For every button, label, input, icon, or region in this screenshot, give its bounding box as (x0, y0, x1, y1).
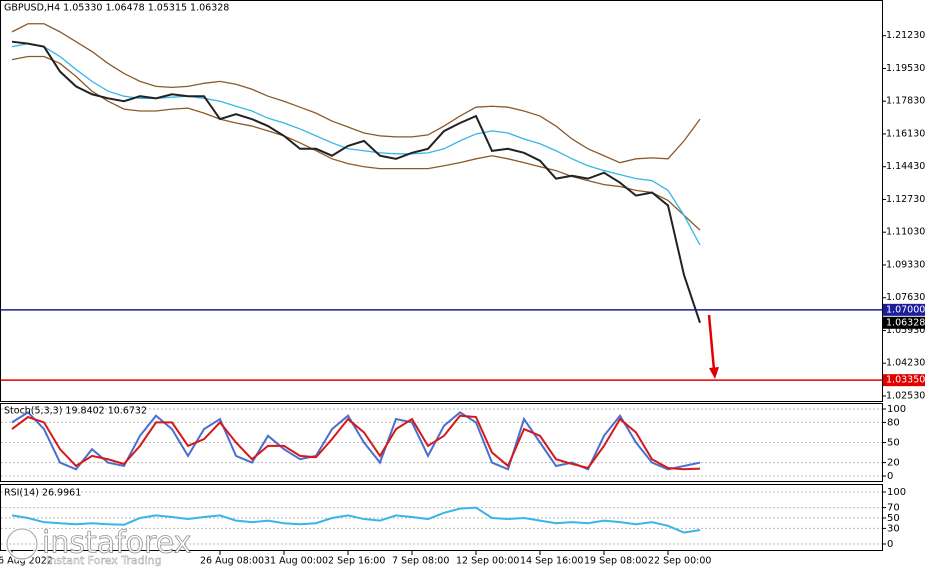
y-tick-label: 1.09330 (886, 259, 925, 270)
y-tick-label: 1.02530 (886, 390, 925, 401)
y-tick-label: 1.14430 (886, 161, 925, 172)
watermark-logo-outline (6, 528, 38, 560)
arrow-head (709, 367, 719, 379)
x-tick-label: 16 Aug 2022 (0, 556, 53, 567)
y-tick-label: 20 (887, 458, 900, 469)
watermark: instaforex Instant Forex Trading (5, 525, 192, 567)
y-tick-label: 0 (887, 471, 893, 482)
y-tick-label: 1.19530 (886, 63, 925, 74)
y-tick-label: 50 (887, 513, 900, 524)
arrow-shaft (707, 314, 716, 371)
y-tick-label: 80 (887, 417, 900, 428)
last-price-box (883, 316, 925, 329)
watermark-tagline: Instant Forex Trading (46, 554, 162, 567)
panel-title: GBPUSD,H4 1.05330 1.06478 1.05315 1.0632… (4, 3, 229, 14)
y-tick-label: 1.16130 (886, 128, 925, 139)
last-price-label: 1.06328 (886, 317, 925, 328)
level-label-box (883, 303, 925, 316)
plot-layer: 1.21230 1.19530 1.17830 1.16130 1.14430 1.127… (0, 3, 925, 567)
y-tick-label: 70 (887, 503, 900, 514)
series-line (11, 40, 701, 324)
y-tick-label: 1.17830 (886, 96, 925, 107)
y-tick-label: 0 (887, 539, 893, 550)
x-tick-label: 26 Aug 08:00 (200, 556, 264, 567)
y-tick-label: 100 (887, 487, 906, 498)
y-tick-label: 30 (887, 523, 900, 534)
x-tick-label: 7 Sep 08:00 (392, 556, 449, 567)
series-line (11, 23, 701, 164)
y-tick-label: 1.11030 (886, 227, 925, 238)
series-line (11, 506, 701, 534)
y-tick-label: 100 (887, 404, 906, 415)
y-tick-label: 1.05930 (886, 325, 925, 336)
x-tick-label: 12 Sep 00:00 (456, 556, 519, 567)
series-line (11, 414, 701, 471)
y-tick-label: 50 (887, 438, 900, 449)
series-line (11, 55, 701, 231)
watermark-brand: instaforex (42, 526, 191, 561)
panel-title: RSI(14) 26.9961 (4, 488, 81, 499)
y-tick-label: 1.04230 (886, 358, 925, 369)
x-tick-label: 14 Sep 16:00 (520, 556, 583, 567)
y-tick-label: 1.21230 (886, 30, 925, 41)
level-label-box (883, 374, 925, 387)
x-tick-label: 31 Aug 00:00 (264, 556, 328, 567)
x-tick-label: 2 Sep 16:00 (328, 556, 385, 567)
arrow (707, 314, 719, 379)
panel-title: Stoch(5,3,3) 19.8402 10.6732 (4, 406, 147, 417)
level-label: 1.03350 (886, 375, 925, 386)
level-label: 1.07000 (886, 304, 925, 315)
series-line (11, 42, 701, 246)
price-panel (0, 0, 883, 402)
x-tick-label: 19 Sep 08:00 (584, 556, 647, 567)
x-tick-label: 22 Sep 00:00 (648, 556, 711, 567)
y-tick-label: 1.12730 (886, 194, 925, 205)
y-tick-label: 1.07630 (886, 292, 925, 303)
